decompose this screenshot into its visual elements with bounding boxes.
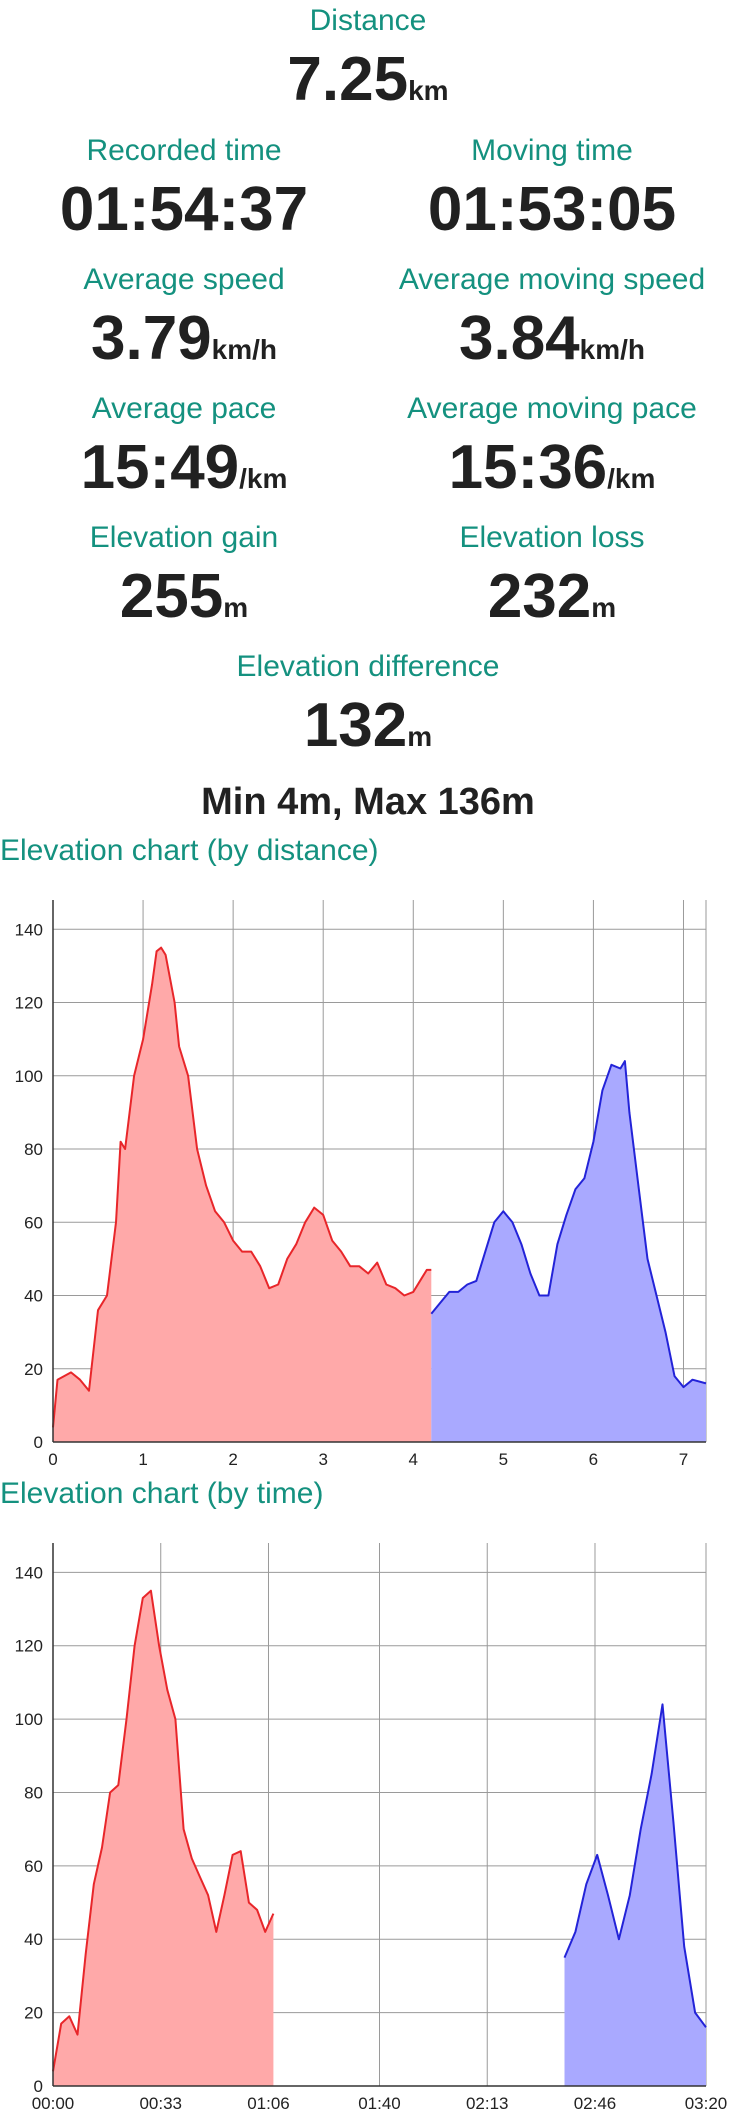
- series-line-2: [430, 1060, 707, 1389]
- x-tick-label: 3: [318, 1450, 327, 1469]
- stat-average-pace: Average pace 15:49/km: [0, 392, 368, 511]
- recorded-time-value: 01:54:37: [59, 175, 309, 244]
- stat-average-moving-speed: Average moving speed 3.84km/h: [368, 263, 736, 382]
- x-tick-label: 2: [228, 1450, 237, 1469]
- stat-average-speed: Average speed 3.79km/h: [0, 263, 368, 382]
- x-tick-label: 02:13: [466, 2094, 509, 2113]
- average-pace-label: Average pace: [91, 392, 277, 425]
- average-speed-unit: km/h: [211, 334, 278, 365]
- x-tick-label: 6: [589, 1450, 598, 1469]
- stat-elevation-difference: Elevation difference 132m: [0, 650, 736, 769]
- y-tick-label: 40: [24, 1287, 43, 1306]
- average-pace-unit: /km: [239, 463, 288, 494]
- distance-label: Distance: [309, 4, 427, 37]
- elevation-difference-unit: m: [407, 721, 433, 752]
- x-tick-label: 5: [499, 1450, 508, 1469]
- x-tick-label: 00:33: [139, 2094, 182, 2113]
- y-tick-label: 120: [15, 994, 43, 1013]
- elevation-min-max: Min 4m, Max 136m: [201, 781, 535, 823]
- elevation-difference-label: Elevation difference: [236, 650, 500, 683]
- average-pace-value: 15:49/km: [80, 433, 288, 502]
- y-tick-label: 0: [34, 2077, 43, 2096]
- stat-distance: Distance 7.25km: [0, 4, 736, 123]
- elevation-difference-value: 132m: [303, 691, 433, 760]
- y-tick-label: 60: [24, 1857, 43, 1876]
- series-line-2: [563, 1703, 707, 2028]
- x-tick-label: 4: [409, 1450, 418, 1469]
- series-line-1: [52, 1589, 275, 2072]
- y-tick-label: 100: [15, 1710, 43, 1729]
- average-moving-speed-unit: km/h: [579, 334, 646, 365]
- average-moving-pace-value: 15:36/km: [448, 433, 656, 502]
- y-tick-label: 100: [15, 1067, 43, 1086]
- x-tick-label: 7: [679, 1450, 688, 1469]
- average-speed-label: Average speed: [83, 263, 285, 296]
- elevation-loss-unit: m: [591, 592, 617, 623]
- moving-time-value: 01:53:05: [427, 175, 677, 244]
- recorded-time-label: Recorded time: [86, 134, 282, 167]
- series-area-2: [431, 1061, 706, 1442]
- average-moving-speed-label: Average moving speed: [398, 263, 706, 296]
- y-tick-label: 60: [24, 1213, 43, 1232]
- stat-elevation-gain: Elevation gain 255m: [0, 521, 368, 640]
- elevation-chart-by-time[interactable]: 0 20 40 60 80 100 120 140 00:00 00:33 01:06 01:40 02…: [0, 1523, 736, 2114]
- y-tick-label: 40: [24, 1930, 43, 1949]
- y-tick-label: 0: [34, 1433, 43, 1452]
- stat-recorded-time: Recorded time 01:54:37: [0, 134, 368, 242]
- y-tick-label: 80: [24, 1140, 43, 1159]
- distance-value: 7.25km: [287, 45, 449, 114]
- elevation-chart-by-distance[interactable]: 0 20 40 60 80 100 120 140 0 1 2 3 4 5 6 7: [0, 880, 736, 1480]
- y-tick-label: 140: [15, 920, 43, 939]
- x-tick-label: 02:46: [574, 2094, 617, 2113]
- y-tick-label: 20: [24, 2004, 43, 2023]
- y-tick-label: 120: [15, 1637, 43, 1656]
- x-tick-label: 01:06: [247, 2094, 290, 2113]
- average-moving-pace-label: Average moving pace: [407, 392, 697, 425]
- series-line-1: [52, 946, 432, 1428]
- y-tick-label: 140: [15, 1563, 43, 1582]
- x-tick-label: 01:40: [358, 2094, 401, 2113]
- y-tick-label: 80: [24, 1783, 43, 1802]
- x-tick-label: 1: [138, 1450, 147, 1469]
- series-area-1: [53, 1590, 274, 2086]
- series-area-1: [53, 947, 432, 1442]
- elevation-gain-unit: m: [223, 592, 249, 623]
- moving-time-label: Moving time: [471, 134, 633, 167]
- x-tick-label: 0: [48, 1450, 57, 1469]
- elevation-loss-value: 232m: [487, 562, 617, 631]
- distance-unit: km: [408, 75, 449, 106]
- average-moving-speed-value: 3.84km/h: [458, 304, 646, 373]
- stat-moving-time: Moving time 01:53:05: [368, 134, 736, 242]
- y-tick-label: 20: [24, 1360, 43, 1379]
- stat-average-moving-pace: Average moving pace 15:36/km: [368, 392, 736, 511]
- x-tick-label: 00:00: [32, 2094, 75, 2113]
- average-speed-value: 3.79km/h: [90, 304, 278, 373]
- stat-elevation-loss: Elevation loss 232m: [368, 521, 736, 640]
- x-tick-label: 03:20: [685, 2094, 728, 2113]
- chart-time-title: Elevation chart (by time): [0, 1477, 324, 1510]
- series-area-2: [564, 1704, 706, 2086]
- elevation-gain-label: Elevation gain: [89, 521, 279, 554]
- elevation-gain-value: 255m: [119, 562, 249, 631]
- chart-distance-title: Elevation chart (by distance): [0, 834, 379, 867]
- average-moving-pace-unit: /km: [607, 463, 656, 494]
- elevation-loss-label: Elevation loss: [459, 521, 645, 554]
